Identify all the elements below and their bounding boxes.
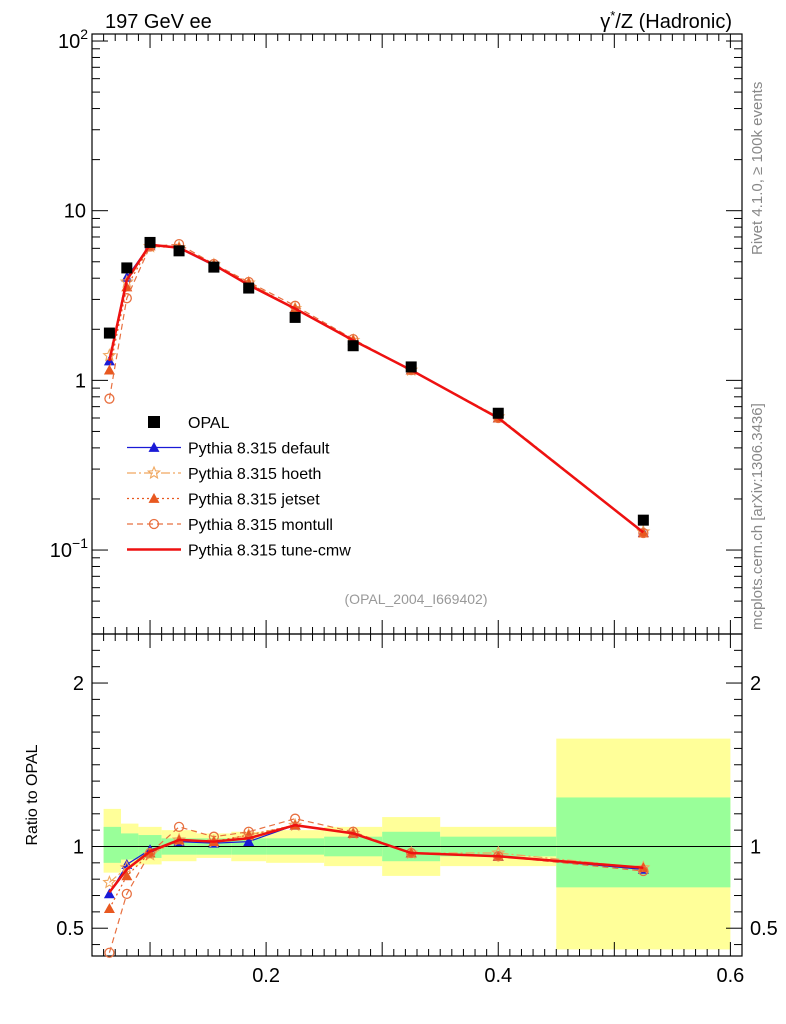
series-cmw [108,243,645,534]
data-point [289,311,301,323]
data-point [347,340,359,352]
data-point [637,514,649,526]
ratio-panel: 0.2 0.4 0.6 0.5 0.5 1 1 2 2 [56,34,778,987]
point-montull [104,393,115,404]
y-tick-label: 102 [58,26,88,53]
point-montull [638,527,649,539]
x-tick-label: 0.4 [484,965,512,987]
legend-label-data: OPAL [188,415,230,432]
data-point [144,236,156,248]
series-hoeth [102,239,651,538]
y-tick-label: 1 [75,370,86,392]
data-point [243,282,255,294]
series-default [103,239,649,537]
legend-marker-data [148,416,160,428]
ratio-point-jetset [121,870,133,881]
ratio-point-jetset [103,903,115,913]
series-montull [104,239,649,539]
main-panel: 10−1 1 10 102 [50,26,743,648]
point-jetset [103,364,115,375]
ratio-point-montull [173,821,185,833]
x-tick-label: 0.6 [716,965,744,987]
ratio-y-tick-label: 2 [73,673,84,695]
ratio-point-montull [289,813,301,824]
ratio-y-tick-label: 0.5 [56,918,84,940]
ratio-ylabel: Ratio to OPAL [24,744,41,845]
data-point [208,261,220,273]
right-title-rest: /Z (Hadronic) [615,11,732,33]
legend-entry-hoeth: Pythia 8.315 hoeth [127,465,321,483]
ratio-point-default [103,888,115,899]
ratio-point-montull [243,826,254,837]
legend-entry-cmw: Pythia 8.315 tune-cmw [127,543,351,560]
legend-entry-data: OPAL [148,415,230,432]
ratio-point-default [243,836,255,846]
legend-label-jetset: Pythia 8.315 jetset [188,492,320,509]
legend-marker-jetset [148,493,160,503]
x-tick-label: 0.2 [252,965,280,987]
ratio-band-inner [556,797,731,888]
ratio-line-montull [108,818,644,953]
data-point [121,262,133,274]
right-title: γ*/Z (Hadronic) [600,8,732,33]
ratio-point-montull [144,847,156,859]
right-title-sup: * [610,8,615,23]
legend-marker-default [148,442,160,452]
legend-entry-default: Pythia 8.315 default [127,441,330,458]
y-tick-label: 10−1 [50,535,88,562]
right-title-greek: γ [600,11,610,33]
series-data [103,236,649,526]
ratio-line-cmw [108,823,644,894]
data-point [492,407,504,419]
y-tick-label: 10 [64,201,86,223]
left-title: 197 GeV ee [105,11,212,33]
ratio-point-hoeth [102,874,117,889]
legend-entry-jetset: Pythia 8.315 jetset [127,492,320,509]
data-point [103,327,115,339]
legend-marker-montull [148,518,160,530]
data-point [405,361,417,373]
mcplots-label: mcplots.cern.ch [arXiv:1306.3436] [749,403,766,630]
legend-entry-montull: Pythia 8.315 montull [127,517,333,534]
ratio-series-cmw [108,823,644,894]
ratio-point-montull [121,888,132,900]
data-point [173,245,185,257]
legend-label-hoeth: Pythia 8.315 hoeth [188,466,321,483]
ratio-y-tick-label-right: 0.5 [750,918,778,940]
legend-marker-hoeth [146,465,162,480]
ratio-point-montull [104,947,115,958]
ratio-y-tick-label-right: 1 [750,836,761,858]
analysis-tag: (OPAL_2004_I669402) [345,591,488,607]
legend-label-default: Pythia 8.315 default [188,441,330,458]
legend: OPAL Pythia 8.315 default Pythia 8.315 hoe… [127,415,351,560]
ratio-y-tick-label-right: 2 [750,673,761,695]
ratio-y-tick-label: 1 [73,836,84,858]
series-line-montull [108,243,644,534]
point-jetset [637,527,649,538]
series-line-hoeth [108,245,644,533]
rivet-label: Rivet 4.1.0, ≥ 100k events [749,82,766,255]
legend-label-cmw: Pythia 8.315 tune-cmw [188,543,351,560]
legend-label-montull: Pythia 8.315 montull [188,517,333,534]
series-line-jetset [108,245,644,534]
series-line-cmw [108,243,645,534]
series-line-default [108,244,644,533]
series-jetset [103,240,649,538]
ratio-band-inner [103,826,122,863]
